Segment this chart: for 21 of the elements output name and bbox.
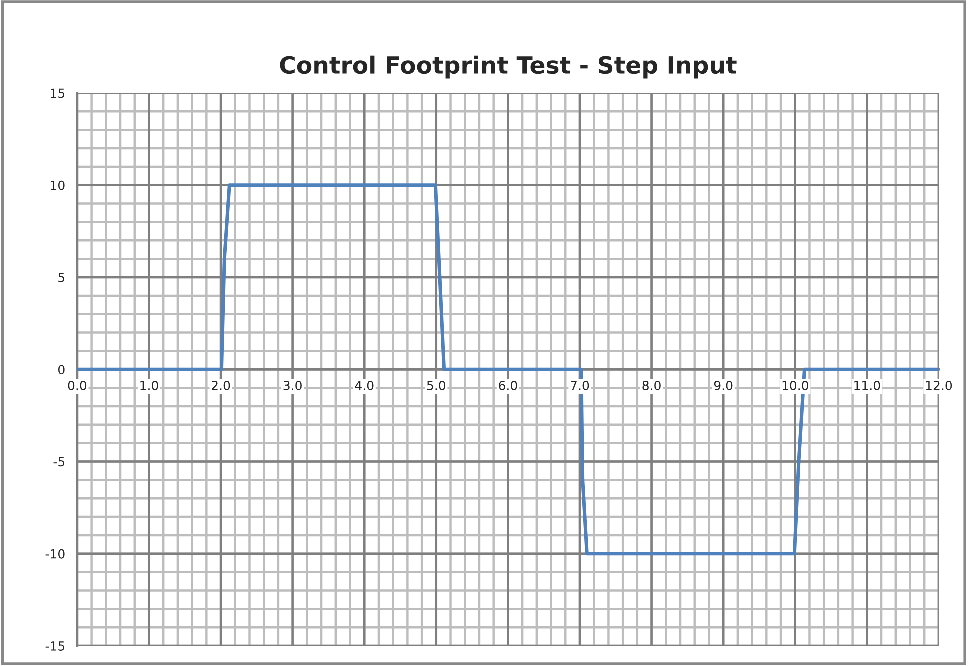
x-tick-label: 5.0 xyxy=(427,380,446,390)
x-tick-label: 7.0 xyxy=(571,380,590,390)
y-tick-label: -10 xyxy=(46,549,65,559)
x-tick-label: 6.0 xyxy=(499,380,518,390)
y-tick-label: -5 xyxy=(54,457,65,467)
x-tick-label: 12.0 xyxy=(926,380,952,390)
y-tick-label: 5 xyxy=(58,273,65,282)
y-tick-label: -15 xyxy=(46,642,65,651)
x-tick-label: 8.0 xyxy=(642,380,661,390)
x-tick-label: 0.0 xyxy=(68,380,87,390)
x-tick-label: 4.0 xyxy=(355,380,374,390)
x-tick-label: 1.0 xyxy=(140,380,158,390)
x-tick-label: 3.0 xyxy=(284,380,302,390)
y-tick-label: 0 xyxy=(58,365,65,375)
y-tick-label: 15 xyxy=(51,88,65,98)
x-tick-label: 2.0 xyxy=(212,380,230,390)
x-tick-label: 10.0 xyxy=(782,380,808,390)
y-tick-label: 10 xyxy=(51,180,65,190)
chart-title: Control Footprint Test - Step Input xyxy=(280,56,737,79)
x-tick-label: 11.0 xyxy=(854,380,880,390)
x-tick-label: 9.0 xyxy=(714,380,733,390)
